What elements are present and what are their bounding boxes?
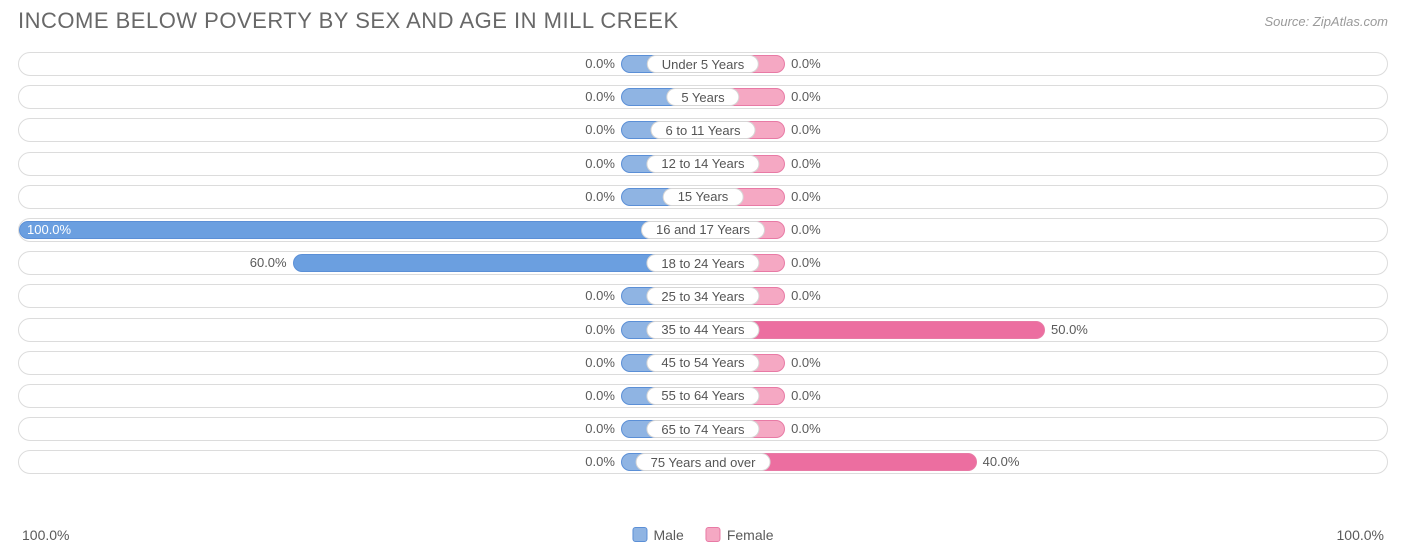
female-value-label: 50.0%: [1051, 322, 1088, 337]
category-label: 55 to 64 Years: [646, 387, 759, 405]
female-value-label: 0.0%: [791, 189, 821, 204]
male-bar: [293, 254, 703, 272]
category-label: 45 to 54 Years: [646, 354, 759, 372]
chart-footer: 100.0% Male Female 100.0%: [18, 515, 1388, 551]
category-label: 35 to 44 Years: [646, 321, 759, 339]
legend-item-male: Male: [632, 527, 683, 543]
chart-title: INCOME BELOW POVERTY BY SEX AND AGE IN M…: [18, 8, 679, 34]
female-value-label: 0.0%: [791, 56, 821, 71]
chart-row: 60.0% 0.0% 18 to 24 Years: [18, 251, 1388, 275]
chart-row: 0.0% 0.0% 12 to 14 Years: [18, 152, 1388, 176]
male-value-label: 60.0%: [250, 255, 287, 270]
chart-row: 0.0% 0.0% 55 to 64 Years: [18, 384, 1388, 408]
male-value-label: 0.0%: [585, 388, 615, 403]
female-swatch-icon: [706, 527, 721, 542]
chart-row: 0.0% 0.0% 45 to 54 Years: [18, 351, 1388, 375]
category-label: 18 to 24 Years: [646, 254, 759, 272]
chart-row: 0.0% 0.0% 5 Years: [18, 85, 1388, 109]
category-label: 5 Years: [666, 88, 739, 106]
legend-item-female: Female: [706, 527, 774, 543]
male-value-label: 0.0%: [585, 56, 615, 71]
category-label: 25 to 34 Years: [646, 287, 759, 305]
chart-row: 0.0% 50.0% 35 to 44 Years: [18, 318, 1388, 342]
male-value-label: 0.0%: [585, 322, 615, 337]
chart-row: 0.0% 0.0% Under 5 Years: [18, 52, 1388, 76]
female-value-label: 0.0%: [791, 122, 821, 137]
chart-row: 0.0% 0.0% 6 to 11 Years: [18, 118, 1388, 142]
category-label: 16 and 17 Years: [641, 221, 765, 239]
male-value-label: 0.0%: [585, 122, 615, 137]
chart-row: 0.0% 0.0% 65 to 74 Years: [18, 417, 1388, 441]
female-value-label: 40.0%: [983, 454, 1020, 469]
female-value-label: 0.0%: [791, 89, 821, 104]
chart-body: 0.0%0.0%Under 5 Years0.0%0.0%5 Years0.0%…: [0, 38, 1406, 474]
male-value-label: 0.0%: [585, 454, 615, 469]
male-value-label: 0.0%: [585, 189, 615, 204]
female-value-label: 0.0%: [791, 288, 821, 303]
male-value-label: 0.0%: [585, 355, 615, 370]
female-value-label: 0.0%: [791, 421, 821, 436]
chart-legend: Male Female: [632, 527, 773, 543]
axis-left-label: 100.0%: [22, 527, 69, 543]
female-value-label: 0.0%: [791, 388, 821, 403]
male-value-label: 0.0%: [585, 421, 615, 436]
category-label: 65 to 74 Years: [646, 420, 759, 438]
axis-right-label: 100.0%: [1337, 527, 1384, 543]
female-value-label: 0.0%: [791, 355, 821, 370]
male-swatch-icon: [632, 527, 647, 542]
male-value-label: 100.0%: [27, 222, 71, 237]
category-label: 12 to 14 Years: [646, 155, 759, 173]
male-bar: [19, 221, 703, 239]
category-label: 6 to 11 Years: [651, 121, 756, 139]
legend-male-label: Male: [653, 527, 683, 543]
legend-female-label: Female: [727, 527, 774, 543]
category-label: Under 5 Years: [647, 55, 759, 73]
chart-row: 0.0% 0.0% 25 to 34 Years: [18, 284, 1388, 308]
category-label: 15 Years: [663, 188, 744, 206]
female-value-label: 0.0%: [791, 156, 821, 171]
female-value-label: 0.0%: [791, 255, 821, 270]
chart-header: INCOME BELOW POVERTY BY SEX AND AGE IN M…: [0, 0, 1406, 38]
male-value-label: 0.0%: [585, 288, 615, 303]
chart-row: 0.0% 40.0% 75 Years and over: [18, 450, 1388, 474]
category-label: 75 Years and over: [636, 453, 771, 471]
chart-row: 100.0% 0.0% 16 and 17 Years: [18, 218, 1388, 242]
chart-row: 0.0% 0.0% 15 Years: [18, 185, 1388, 209]
male-value-label: 0.0%: [585, 89, 615, 104]
male-value-label: 0.0%: [585, 156, 615, 171]
female-value-label: 0.0%: [791, 222, 821, 237]
chart-source: Source: ZipAtlas.com: [1264, 8, 1388, 29]
